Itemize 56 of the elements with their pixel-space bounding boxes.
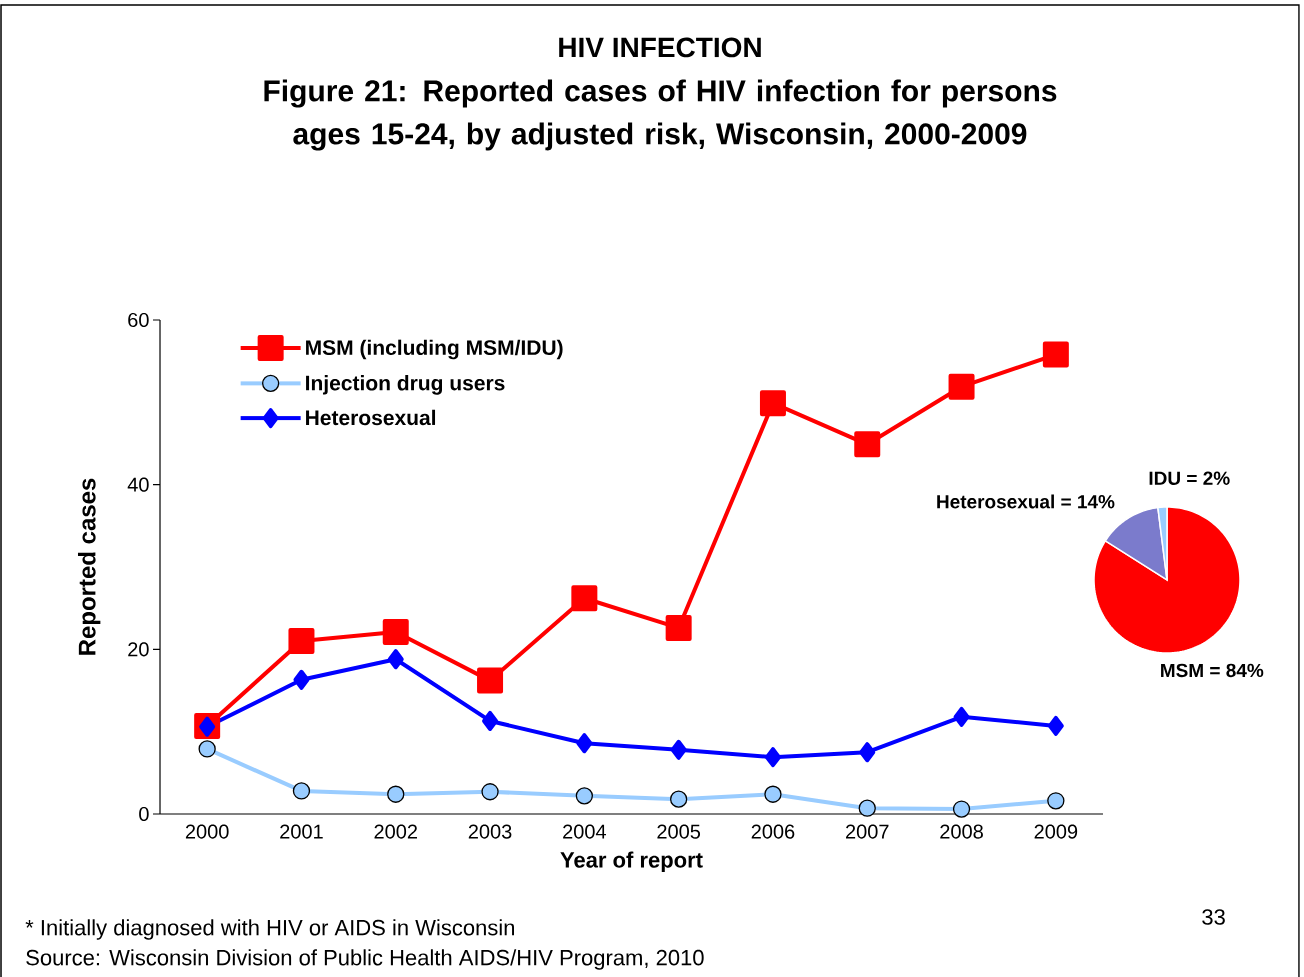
point <box>575 787 593 805</box>
x-tick-label: 2006 <box>751 824 795 839</box>
point <box>1047 715 1064 736</box>
point <box>477 667 504 694</box>
point <box>1047 792 1065 810</box>
x-tick-label: 2000 <box>185 824 229 839</box>
x-tick-label: 2008 <box>940 824 983 839</box>
source-note: Source: Wisconsin Division of Public Health AIDS/HIV Program, 2010 <box>26 949 704 970</box>
point <box>670 790 688 808</box>
point <box>670 739 687 760</box>
x-tick-label: 2005 <box>657 824 701 839</box>
point <box>764 785 782 803</box>
point <box>482 710 499 731</box>
y-tick-label: 0 <box>139 806 149 822</box>
point <box>293 669 310 690</box>
point <box>854 431 881 458</box>
slice-label: MSM = 84% <box>1161 663 1264 678</box>
point <box>382 619 409 646</box>
point <box>288 628 315 655</box>
slice-label: IDU = 2% <box>1149 471 1230 485</box>
x-tick-label: 2007 <box>846 824 889 839</box>
x-axis-title: Year of report <box>560 851 703 873</box>
x-tick-label: 2004 <box>563 824 607 839</box>
point <box>292 782 311 800</box>
text: 33 <box>1202 909 1225 925</box>
point <box>387 649 404 670</box>
point <box>952 800 971 818</box>
y-tick-label: 20 <box>128 642 149 657</box>
point <box>198 740 216 758</box>
point <box>665 614 692 641</box>
slice-label: Heterosexual = 14% <box>937 494 1115 509</box>
point <box>1042 341 1069 368</box>
chart-subtitle: Figure 21: Reported cases of HIV infection for persons ages 15-24, by adjusted risk, Wisconsin, 2000-2009 <box>264 79 1057 151</box>
y-tick-label: 40 <box>127 477 149 492</box>
point <box>571 585 598 612</box>
point <box>199 716 216 737</box>
point <box>948 373 975 400</box>
point <box>759 390 786 417</box>
legend-label: MSM (including MSM/IDU) <box>306 339 563 360</box>
point <box>576 733 593 754</box>
x-tick-label: 2003 <box>468 824 512 839</box>
point <box>953 706 970 727</box>
text: * Initially diagnosed with HIV or AIDS in Wisconsin <box>25 919 514 940</box>
x-tick-label: 2002 <box>374 824 417 839</box>
chart-title: HIV INFECTION <box>559 37 761 58</box>
x-tick-label: 2009 <box>1034 824 1078 839</box>
point <box>387 785 405 803</box>
point <box>764 747 781 768</box>
x-tick-label: 2001 <box>280 824 323 839</box>
y-tick-label: 60 <box>128 312 149 328</box>
point <box>481 783 499 801</box>
point <box>859 742 876 763</box>
legend-label: Injection drug users <box>306 375 505 395</box>
y-axis-title: Reported cases <box>77 478 101 655</box>
legend-label: Heterosexual <box>306 409 436 426</box>
point <box>858 799 876 817</box>
